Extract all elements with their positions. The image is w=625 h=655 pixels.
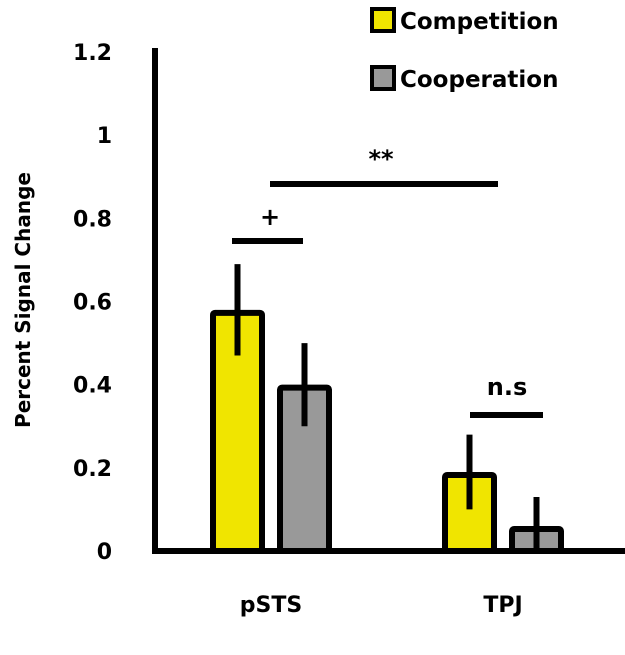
x-tick-label: TPJ bbox=[483, 593, 522, 618]
significance-label: ** bbox=[368, 145, 394, 173]
significance-label: n.s bbox=[487, 373, 528, 401]
y-tick-label: 0.8 bbox=[73, 207, 112, 232]
legend-label: Cooperation bbox=[400, 67, 558, 93]
y-tick-label: 0 bbox=[97, 540, 112, 565]
legend-label: Competition bbox=[400, 9, 559, 35]
y-tick-label: 1.2 bbox=[73, 41, 112, 66]
y-tick-label: 0.6 bbox=[73, 291, 112, 316]
y-tick-label: 0.4 bbox=[73, 374, 112, 399]
y-axis-label: Percent Signal Change bbox=[11, 172, 35, 428]
legend-swatch bbox=[370, 7, 396, 33]
x-tick-label: pSTS bbox=[240, 593, 302, 618]
significance-label: + bbox=[260, 203, 280, 231]
y-tick-label: 0.2 bbox=[73, 457, 112, 482]
y-tick-label: 1 bbox=[97, 124, 112, 149]
legend-swatch bbox=[370, 65, 396, 91]
